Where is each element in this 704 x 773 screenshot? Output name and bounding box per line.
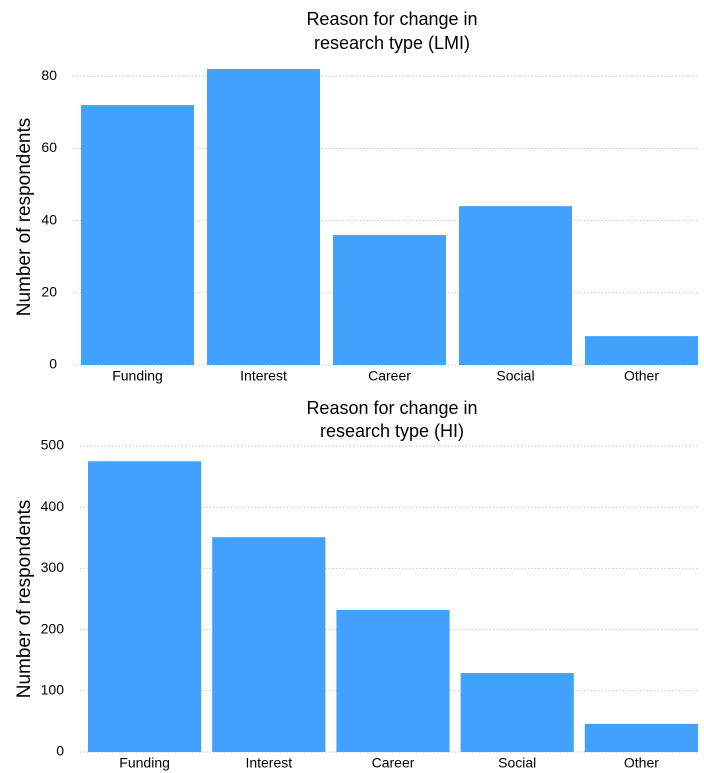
x-tick-label: Social [496,368,534,384]
bar [207,69,320,365]
x-tick-label: Other [624,755,659,771]
bar [459,206,572,365]
chart-title: Reason for change in [306,398,477,418]
y-tick-label: 20 [41,284,57,300]
y-tick-label: 80 [41,67,57,83]
bar [88,461,202,752]
y-tick-label: 500 [41,437,65,453]
x-tick-label: Social [498,755,536,771]
x-tick-label: Interest [240,368,287,384]
x-tick-label: Career [368,368,411,384]
chart-title: research type (HI) [320,421,464,441]
chart-title: Reason for change in [306,9,477,29]
x-tick-label: Interest [245,755,292,771]
bar [81,105,194,365]
bar [585,336,698,365]
x-tick-label: Career [372,755,415,771]
y-tick-label: 100 [41,682,65,698]
y-tick-label: 0 [49,356,57,372]
y-tick-label: 60 [41,139,57,155]
bar [333,235,446,365]
bar [212,537,326,752]
bar [584,723,698,752]
y-axis-title: Number of respondents [14,500,35,699]
x-tick-label: Funding [119,755,170,771]
bar [460,673,574,752]
bar [336,610,450,752]
y-tick-label: 0 [56,743,64,759]
y-tick-label: 40 [41,211,57,227]
x-tick-label: Other [624,368,659,384]
y-tick-label: 400 [41,498,65,514]
y-tick-label: 200 [41,620,65,636]
x-tick-label: Funding [112,368,163,384]
y-axis-title: Number of respondents [14,118,35,317]
y-tick-label: 300 [41,559,65,575]
chart-title: research type (LMI) [314,33,470,53]
